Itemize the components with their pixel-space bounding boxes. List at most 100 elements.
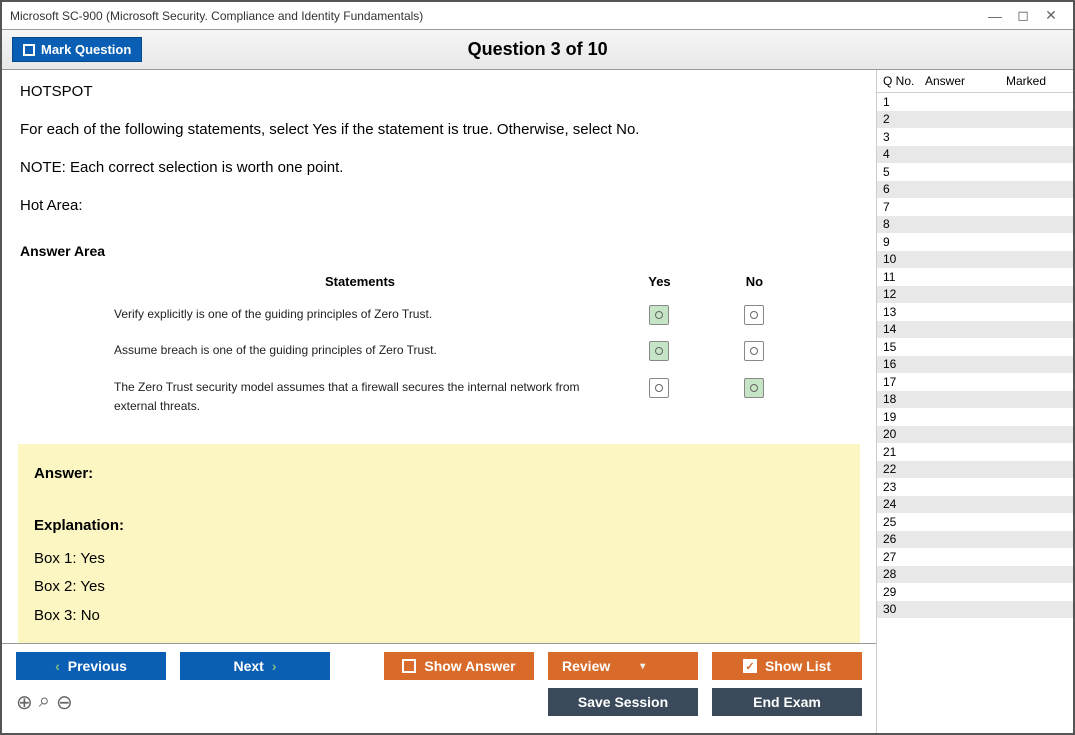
previous-label: Previous — [68, 658, 127, 674]
question-number: 12 — [883, 287, 925, 301]
question-number: 27 — [883, 550, 925, 564]
question-list-row[interactable]: 16 — [877, 356, 1073, 374]
question-list-row[interactable]: 27 — [877, 548, 1073, 566]
toolbar: Mark Question Question 3 of 10 — [2, 30, 1073, 70]
question-list-row[interactable]: 2 — [877, 111, 1073, 129]
question-list-row[interactable]: 19 — [877, 408, 1073, 426]
radio-yes[interactable] — [649, 341, 669, 361]
explanation-line: Box 2: Yes — [34, 573, 844, 602]
explanation-line: Box 1: Yes — [34, 545, 844, 574]
zoom-in-icon[interactable]: ⊕ — [16, 690, 33, 715]
show-answer-button[interactable]: Show Answer — [384, 652, 534, 680]
footer: ‹ Previous Next › Show Answer Review ▾ — [2, 643, 876, 733]
question-number: 16 — [883, 357, 925, 371]
explanation-paragraph: The Zero Trust model does not assume tha… — [34, 636, 844, 643]
end-exam-label: End Exam — [753, 694, 821, 710]
question-list-row[interactable]: 30 — [877, 601, 1073, 619]
question-content[interactable]: HOTSPOT For each of the following statem… — [2, 70, 876, 643]
question-number: 26 — [883, 532, 925, 546]
question-list-row[interactable]: 11 — [877, 268, 1073, 286]
question-list-row[interactable]: 25 — [877, 513, 1073, 531]
check-icon: ✓ — [743, 659, 757, 673]
radio-yes[interactable] — [649, 305, 669, 325]
save-session-label: Save Session — [578, 694, 668, 710]
question-list-row[interactable]: 6 — [877, 181, 1073, 199]
question-list[interactable]: 1234567891011121314151617181920212223242… — [877, 93, 1073, 733]
question-list-row[interactable]: 10 — [877, 251, 1073, 269]
question-list-row[interactable]: 24 — [877, 496, 1073, 514]
question-list-row[interactable]: 8 — [877, 216, 1073, 234]
header-marked: Marked — [985, 74, 1067, 88]
statements-table: Statements Yes No Verify explicitly is o… — [110, 268, 800, 424]
col-yes: Yes — [610, 268, 709, 297]
question-list-row[interactable]: 26 — [877, 531, 1073, 549]
radio-yes[interactable] — [649, 378, 669, 398]
question-number: 19 — [883, 410, 925, 424]
answer-heading: Answer: — [34, 460, 844, 489]
close-button[interactable]: ✕ — [1037, 7, 1065, 24]
question-list-row[interactable]: 5 — [877, 163, 1073, 181]
next-button[interactable]: Next › — [180, 652, 330, 680]
question-list-header: Q No. Answer Marked — [877, 70, 1073, 93]
question-number: 21 — [883, 445, 925, 459]
question-number: 30 — [883, 602, 925, 616]
question-list-row[interactable]: 12 — [877, 286, 1073, 304]
previous-button[interactable]: ‹ Previous — [16, 652, 166, 680]
question-list-row[interactable]: 7 — [877, 198, 1073, 216]
radio-no[interactable] — [744, 305, 764, 325]
end-exam-button[interactable]: End Exam — [712, 688, 862, 716]
review-dropdown[interactable]: Review ▾ — [548, 652, 698, 680]
question-counter: Question 3 of 10 — [142, 39, 933, 60]
question-number: 8 — [883, 217, 925, 231]
save-session-button[interactable]: Save Session — [548, 688, 698, 716]
col-no: No — [709, 268, 800, 297]
answer-area-label: Answer Area — [20, 240, 858, 262]
question-list-row[interactable]: 13 — [877, 303, 1073, 321]
statement-text: The Zero Trust security model assumes th… — [110, 370, 610, 424]
radio-no[interactable] — [744, 341, 764, 361]
explanation-line: Box 3: No — [34, 602, 844, 631]
explanation-heading: Explanation: — [34, 512, 844, 541]
statement-row: Assume breach is one of the guiding prin… — [110, 333, 800, 369]
question-list-row[interactable]: 22 — [877, 461, 1073, 479]
radio-no[interactable] — [744, 378, 764, 398]
question-list-row[interactable]: 23 — [877, 478, 1073, 496]
question-number: 6 — [883, 182, 925, 196]
question-note: NOTE: Each correct selection is worth on… — [20, 156, 858, 180]
square-icon — [402, 659, 416, 673]
question-list-row[interactable]: 29 — [877, 583, 1073, 601]
question-list-row[interactable]: 20 — [877, 426, 1073, 444]
show-list-label: Show List — [765, 658, 831, 674]
header-qno: Q No. — [883, 74, 925, 88]
question-list-row[interactable]: 18 — [877, 391, 1073, 409]
question-list-row[interactable]: 17 — [877, 373, 1073, 391]
chevron-right-icon: › — [272, 658, 277, 674]
question-number: 3 — [883, 130, 925, 144]
question-list-row[interactable]: 9 — [877, 233, 1073, 251]
show-list-button[interactable]: ✓ Show List — [712, 652, 862, 680]
question-list-row[interactable]: 15 — [877, 338, 1073, 356]
question-list-row[interactable]: 14 — [877, 321, 1073, 339]
statement-text: Verify explicitly is one of the guiding … — [110, 297, 610, 333]
zoom-out-icon[interactable]: ⊖ — [56, 690, 73, 715]
question-list-row[interactable]: 4 — [877, 146, 1073, 164]
minimize-button[interactable]: — — [981, 8, 1009, 24]
question-list-row[interactable]: 21 — [877, 443, 1073, 461]
question-number: 29 — [883, 585, 925, 599]
question-number: 24 — [883, 497, 925, 511]
question-number: 11 — [883, 270, 925, 284]
maximize-button[interactable]: ◻ — [1009, 7, 1037, 24]
question-list-row[interactable]: 1 — [877, 93, 1073, 111]
next-label: Next — [233, 658, 263, 674]
question-number: 14 — [883, 322, 925, 336]
question-list-panel: Q No. Answer Marked 12345678910111213141… — [876, 70, 1073, 733]
question-list-row[interactable]: 3 — [877, 128, 1073, 146]
statement-row: Verify explicitly is one of the guiding … — [110, 297, 800, 333]
question-list-row[interactable]: 28 — [877, 566, 1073, 584]
app-window: Microsoft SC-900 (Microsoft Security. Co… — [0, 0, 1075, 735]
question-number: 15 — [883, 340, 925, 354]
question-number: 4 — [883, 147, 925, 161]
zoom-reset-icon[interactable]: ⌕ — [39, 690, 50, 715]
col-statements: Statements — [110, 268, 610, 297]
mark-question-button[interactable]: Mark Question — [12, 37, 142, 62]
